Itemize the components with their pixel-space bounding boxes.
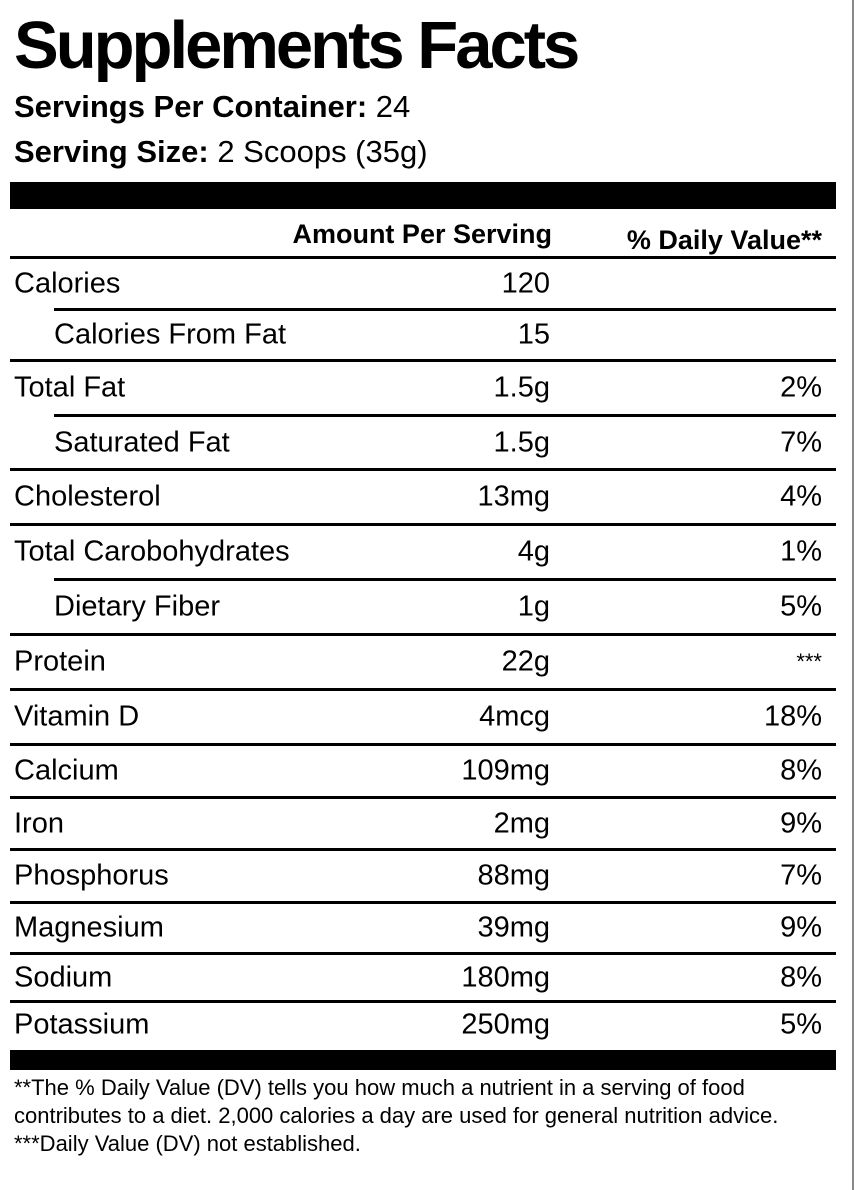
- nutrient-row: Iron 2mg 9%: [10, 796, 836, 848]
- nutrient-amount: 1g: [517, 590, 550, 623]
- nutrient-amount: 2mg: [493, 807, 550, 839]
- nutrient-name: Saturated Fat: [54, 426, 230, 458]
- nutrient-name: Potassium: [14, 1008, 150, 1041]
- nutrient-name: Calories From Fat: [54, 318, 287, 351]
- nutrient-amount: 1.5g: [493, 426, 550, 458]
- nutrient-daily-value: 7%: [780, 859, 822, 892]
- nutrient-amount: 1.5g: [493, 371, 550, 404]
- bottom-divider-bar: [10, 1050, 836, 1070]
- servings-per-container-label: Servings Per Container:: [14, 89, 368, 124]
- nutrient-amount: 250mg: [461, 1008, 550, 1041]
- footnote-daily-value: **The % Daily Value (DV) tells you how m…: [14, 1075, 779, 1128]
- amount-per-serving-header: Amount Per Serving: [292, 219, 552, 249]
- nutrient-amount: 22g: [501, 645, 550, 678]
- nutrient-row: Total Carobohydrates 4g 1%: [10, 523, 836, 578]
- nutrient-name: Cholesterol: [14, 480, 161, 513]
- nutrient-row: Vitamin D 4mcg 18%: [10, 688, 836, 743]
- servings-per-container-value: 24: [375, 89, 411, 124]
- footnotes: **The % Daily Value (DV) tells you how m…: [14, 1074, 830, 1158]
- nutrient-name: Sodium: [14, 961, 113, 993]
- nutrient-daily-value: ***: [796, 649, 822, 674]
- nutrient-amount: 109mg: [461, 754, 550, 787]
- nutrient-daily-value: 2%: [780, 371, 822, 404]
- top-divider-bar: [10, 182, 836, 209]
- nutrient-row: Magnesium 39mg 9%: [10, 901, 836, 952]
- nutrient-name: Magnesium: [14, 911, 164, 944]
- daily-value-header: % Daily Value**: [626, 225, 822, 255]
- nutrient-amount: 15: [517, 318, 550, 351]
- nutrient-daily-value: 9%: [780, 911, 822, 944]
- nutrient-row: Calcium 109mg 8%: [10, 743, 836, 796]
- serving-size-value: 2 Scoops (35g): [217, 134, 428, 169]
- nutrient-row: Phosphorus 88mg 7%: [10, 848, 836, 901]
- nutrient-daily-value: 5%: [780, 1008, 822, 1041]
- nutrient-row: Sodium 180mg 8%: [10, 952, 836, 1000]
- nutrient-row: Cholesterol 13mg 4%: [10, 468, 836, 523]
- nutrient-row: Protein 22g ***: [10, 633, 836, 688]
- nutrient-row: Saturated Fat 1.5g 7%: [54, 414, 836, 468]
- nutrient-row: Potassium 250mg 5%: [10, 1000, 836, 1047]
- nutrient-amount: 39mg: [477, 911, 550, 944]
- nutrient-name: Calories: [14, 267, 121, 299]
- nutrient-row: Calories 120: [10, 256, 836, 308]
- nutrient-daily-value: 1%: [780, 535, 822, 568]
- nutrient-name: Total Fat: [14, 371, 126, 404]
- nutrient-daily-value: 7%: [780, 426, 822, 458]
- label-right-border: [852, 0, 854, 1190]
- nutrient-amount: 120: [501, 267, 550, 299]
- nutrient-daily-value: 4%: [780, 480, 822, 513]
- nutrient-name: Iron: [14, 807, 64, 839]
- nutrient-table: Calories 120 Calories From Fat 15 Total Fat 1…: [10, 256, 836, 1047]
- nutrient-daily-value: 8%: [780, 961, 822, 993]
- nutrient-row: Total Fat 1.5g 2%: [10, 359, 836, 414]
- nutrient-amount: 4mcg: [479, 700, 550, 733]
- nutrient-daily-value: 5%: [780, 590, 822, 623]
- nutrient-amount: 180mg: [461, 961, 550, 993]
- nutrient-daily-value: 18%: [763, 700, 822, 733]
- nutrient-name: Dietary Fiber: [54, 590, 220, 623]
- supplement-facts-label: Supplements Facts Servings Per Container…: [10, 0, 836, 1190]
- nutrient-name: Protein: [14, 645, 106, 678]
- nutrient-name: Total Carobohydrates: [14, 535, 290, 568]
- nutrient-name: Vitamin D: [14, 700, 140, 733]
- nutrient-row: Calories From Fat 15: [54, 308, 836, 359]
- nutrient-amount: 13mg: [477, 480, 550, 513]
- serving-size-label: Serving Size:: [14, 134, 209, 169]
- nutrient-daily-value: 8%: [780, 754, 822, 787]
- serving-size: Serving Size: 2 Scoops (35g): [14, 134, 428, 170]
- label-title: Supplements Facts: [14, 8, 580, 83]
- nutrient-row: Dietary Fiber 1g 5%: [54, 578, 836, 633]
- servings-per-container: Servings Per Container: 24: [14, 89, 410, 125]
- footnote-not-established: ***Daily Value (DV) not established.: [14, 1131, 361, 1156]
- nutrient-daily-value: 9%: [780, 807, 822, 839]
- nutrient-name: Calcium: [14, 754, 119, 787]
- nutrient-name: Phosphorus: [14, 859, 169, 892]
- nutrient-amount: 4g: [517, 535, 550, 568]
- nutrient-amount: 88mg: [477, 859, 550, 892]
